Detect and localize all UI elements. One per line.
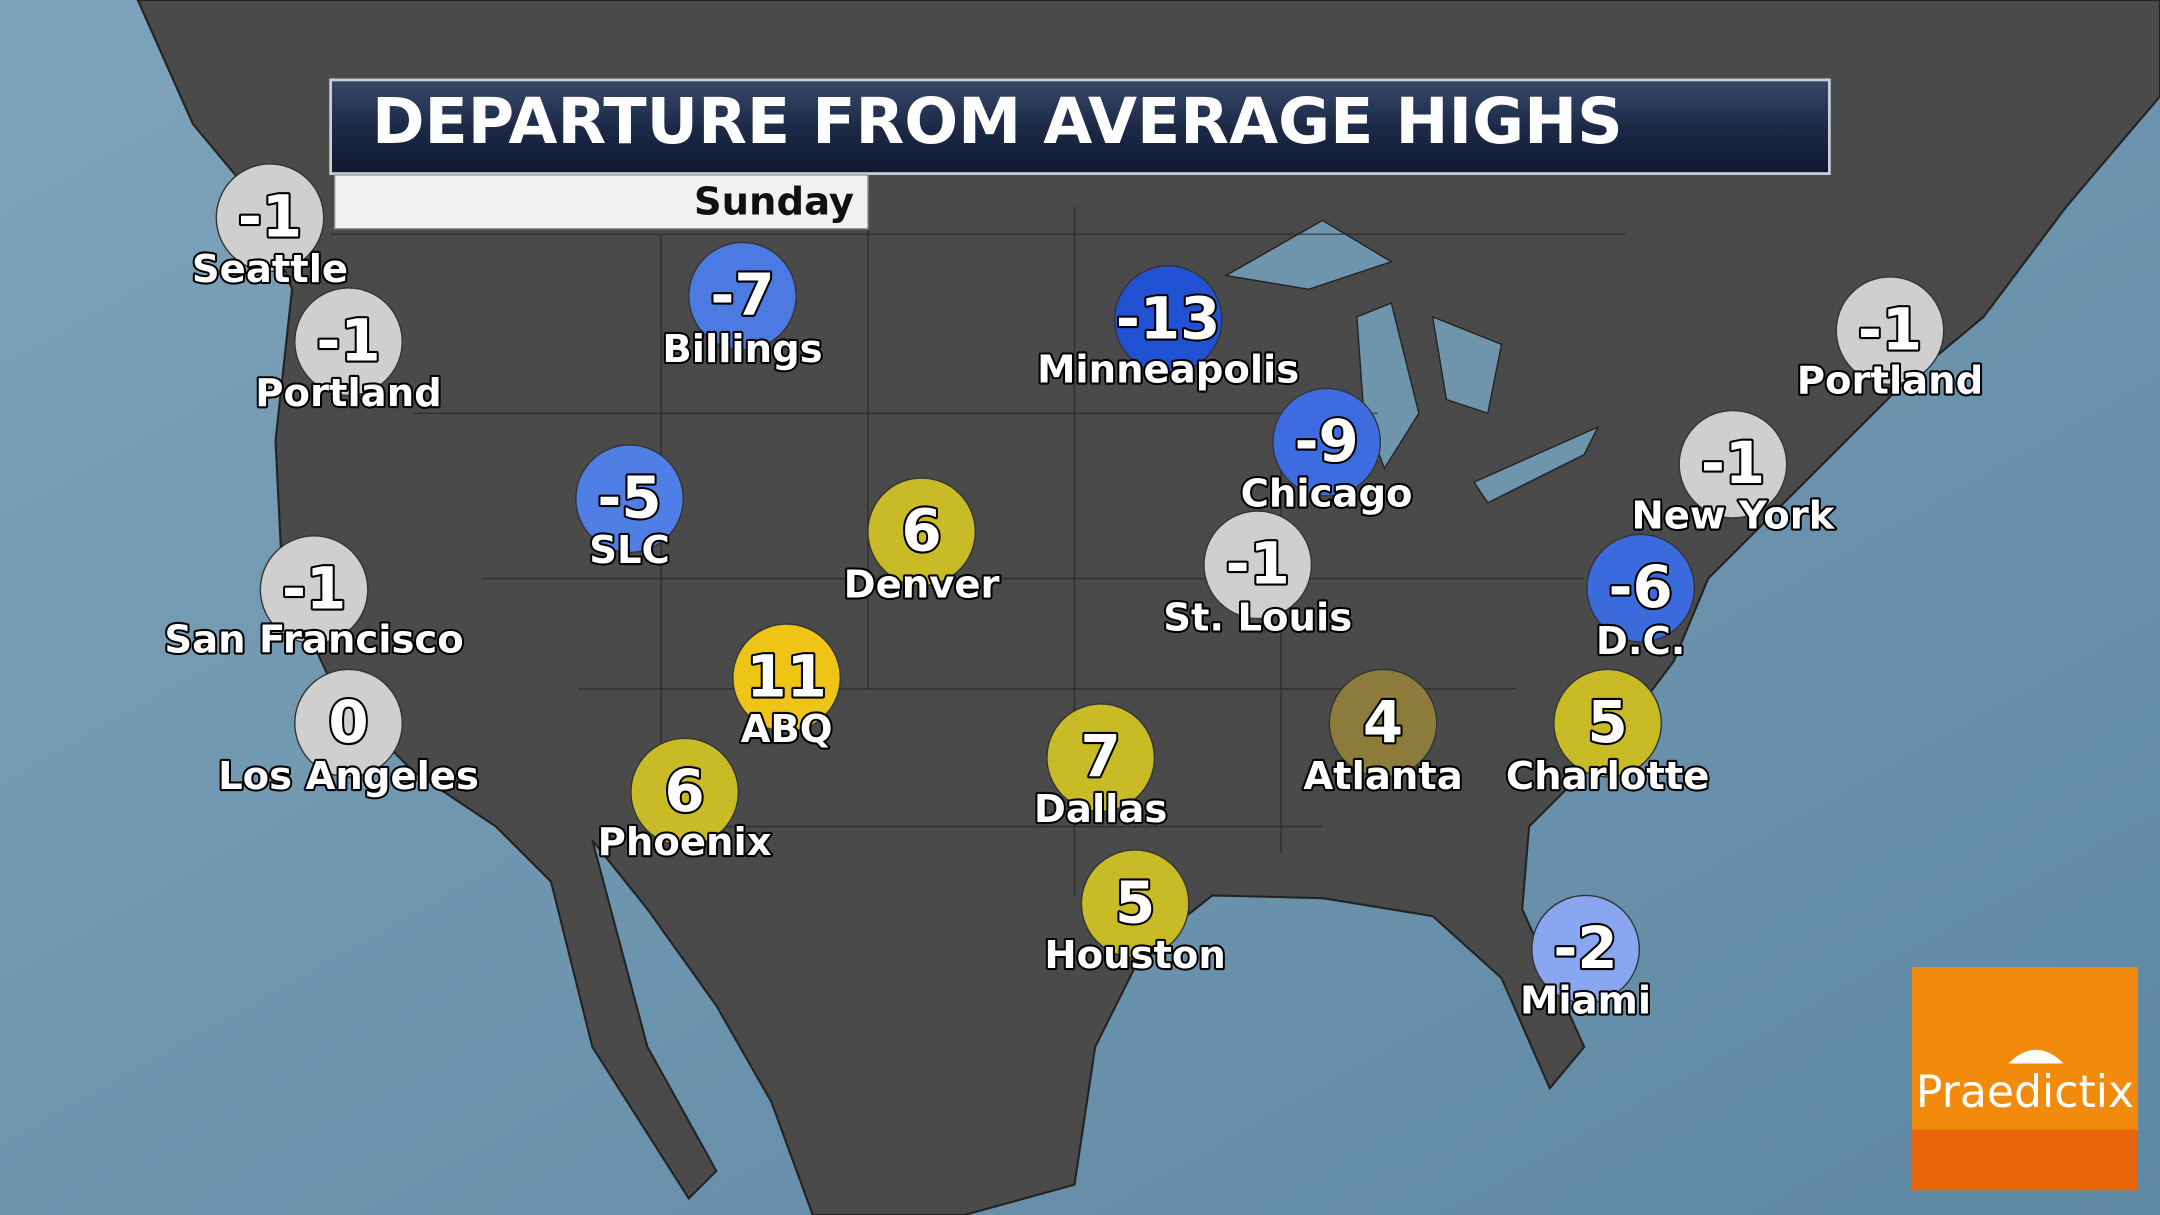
city-value: -1 <box>282 554 346 622</box>
city-value: -1 <box>238 183 302 251</box>
city-marker <box>1203 510 1313 620</box>
city-value: 6 <box>665 757 705 825</box>
city-name: Miami <box>1520 978 1651 1023</box>
city-name: Minneapolis <box>1037 347 1299 392</box>
city-marker <box>1046 703 1156 813</box>
city-name: New York <box>1631 493 1835 538</box>
city-value: 6 <box>901 497 941 565</box>
city-value: 4 <box>1363 688 1403 756</box>
city-value: -2 <box>1553 914 1617 982</box>
city-value: 5 <box>1115 869 1155 937</box>
city-value: -1 <box>1226 530 1290 598</box>
city-name: ABQ <box>741 707 833 752</box>
city-marker <box>867 477 976 587</box>
city-value: 7 <box>1081 723 1121 791</box>
city-name: Portland <box>255 371 442 416</box>
city-marker <box>215 163 325 273</box>
city-marker <box>294 668 403 778</box>
great-lakes <box>1223 219 1600 504</box>
land <box>136 0 2160 1215</box>
title-bar <box>329 78 1831 175</box>
city-marker <box>630 737 740 847</box>
city-name: Portland <box>1797 358 1984 403</box>
city-name: Denver <box>844 562 1000 607</box>
city-name: Atlanta <box>1303 754 1462 799</box>
city-marker <box>1113 265 1223 375</box>
city-name: Phoenix <box>598 820 772 865</box>
city-name: Billings <box>662 327 822 372</box>
city-marker <box>1080 849 1190 959</box>
city-name: Charlotte <box>1506 754 1710 799</box>
city-value: -1 <box>1701 429 1765 497</box>
city-value: -1 <box>316 306 380 374</box>
subtitle-box <box>334 174 869 230</box>
logo-text: Praedictix <box>1916 1067 2134 1118</box>
city-marker <box>1835 276 1945 386</box>
city-value: -9 <box>1294 407 1358 475</box>
city-value: -1 <box>1858 295 1922 363</box>
city-value: 11 <box>746 643 826 711</box>
city-name: St. Louis <box>1163 595 1352 640</box>
city-value: -13 <box>1116 284 1221 352</box>
title: DEPARTURE FROM AVERAGE HIGHS <box>372 84 1623 158</box>
city-marker <box>259 535 369 645</box>
city-name: Seattle <box>192 247 348 292</box>
subtitle: Sunday <box>694 179 854 224</box>
city-marker <box>732 623 841 733</box>
city-name: Dallas <box>1034 787 1167 832</box>
city-marker <box>1553 668 1663 778</box>
city-marker <box>575 444 684 554</box>
city-name: SLC <box>589 528 670 573</box>
city-value: -5 <box>597 464 661 532</box>
city-value: -7 <box>710 261 774 329</box>
city-name: San Francisco <box>164 617 463 662</box>
city-marker <box>1586 533 1696 643</box>
city-name: D.C. <box>1596 619 1686 664</box>
logo-band <box>1912 1129 2138 1191</box>
city-name: Houston <box>1044 933 1226 978</box>
city-value: -6 <box>1609 553 1673 621</box>
city-marker <box>1272 387 1381 497</box>
logo: Praedictix <box>1912 967 2138 1191</box>
city-marker <box>688 241 797 351</box>
city-marker <box>1328 668 1438 778</box>
city-marker <box>1678 409 1788 519</box>
city-marker <box>294 287 403 397</box>
city-name: Los Angeles <box>218 754 479 799</box>
city-name: Chicago <box>1241 471 1413 516</box>
logo-umbrella <box>2008 1049 2064 1064</box>
city-marker <box>1531 894 1640 1004</box>
city-value: 5 <box>1587 688 1627 756</box>
city-value: 0 <box>328 688 368 756</box>
